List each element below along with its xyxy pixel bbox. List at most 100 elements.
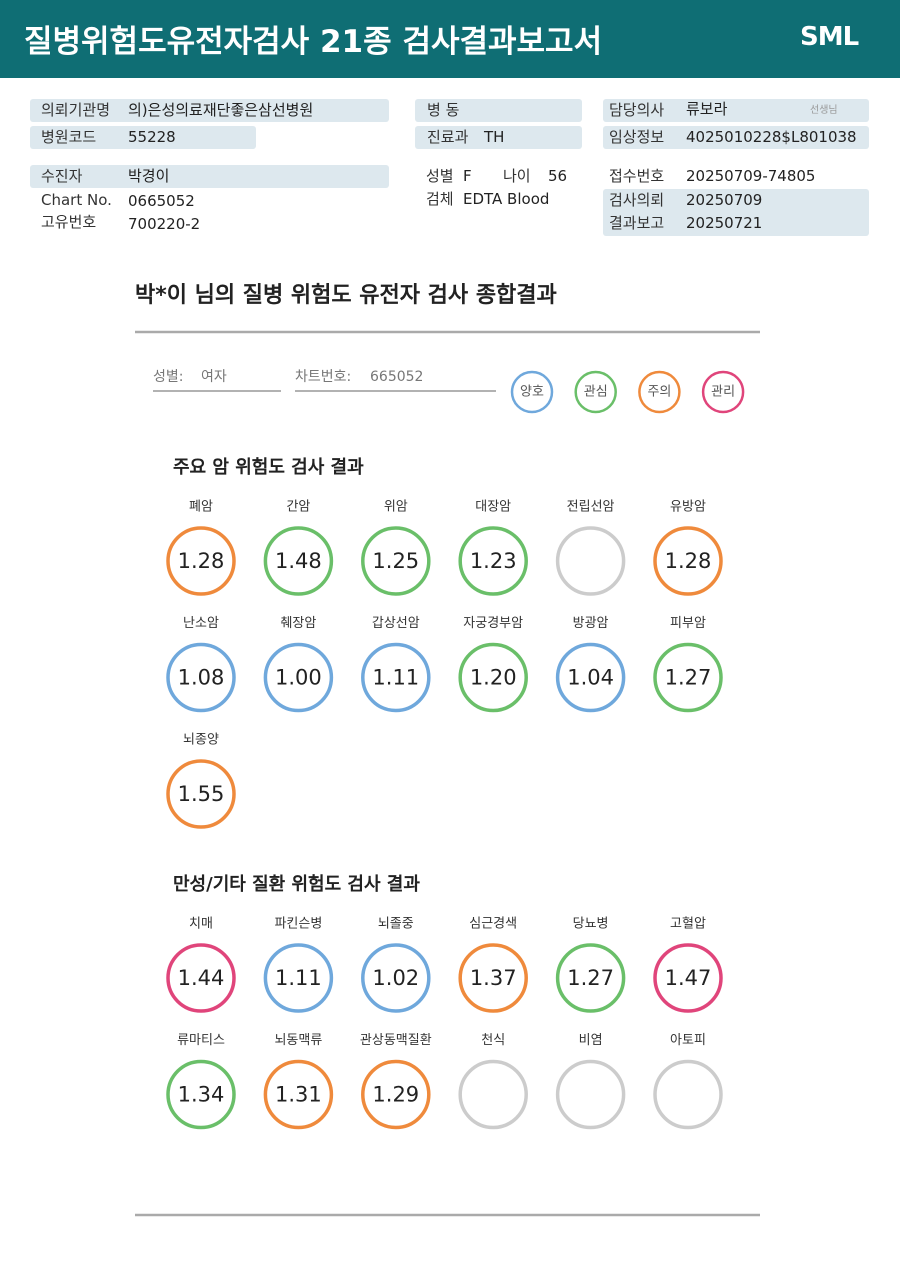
field-label: 성별: [426, 167, 454, 185]
item-name: 자궁경부암: [463, 616, 523, 631]
risk-value: 1.00: [275, 666, 322, 690]
field-value: 55228: [128, 128, 176, 146]
field-value: 박경이: [128, 167, 170, 185]
item-name: 아토피: [670, 1033, 706, 1048]
summary-label: 차트번호:: [295, 369, 351, 385]
risk-circle: [555, 1059, 626, 1130]
risk-circle: [166, 642, 236, 713]
field-bg: [30, 165, 389, 188]
logo: SML: [800, 22, 859, 52]
field-label: 임상정보: [609, 128, 665, 146]
risk-value: 1.25: [372, 549, 419, 573]
risk-value: 1.47: [665, 966, 712, 990]
risk-circle: [458, 1059, 528, 1130]
risk-circle: [263, 1059, 334, 1130]
risk-value: 1.55: [178, 782, 225, 806]
risk-value: 1.04: [567, 666, 614, 690]
legend-label: 주의: [647, 385, 671, 400]
risk-value: 1.28: [178, 549, 225, 573]
item-name: 난소암: [183, 616, 219, 631]
item-name: 피부암: [670, 616, 706, 631]
risk-circle: [653, 943, 723, 1013]
risk-value: 1.11: [275, 966, 322, 990]
field-bg: [30, 99, 389, 122]
field-value: 0665052: [128, 192, 195, 210]
risk-value: 1.27: [567, 966, 614, 990]
field-label: 나이: [503, 167, 531, 185]
field-value: F: [463, 167, 472, 185]
risk-circle: [653, 526, 723, 596]
legend-circle: [701, 370, 745, 414]
risk-value: 1.37: [470, 966, 517, 990]
header: 질병위험도유전자검사 21종 검사결과보고서 SML: [0, 0, 900, 78]
field-label: 병 동: [427, 101, 460, 119]
summary-value: 여자: [201, 369, 227, 385]
risk-circle: [166, 943, 236, 1013]
field-label: 고유번호: [41, 213, 97, 231]
legend-circle: [638, 370, 681, 414]
item-name: 대장암: [475, 500, 511, 515]
item-name: 전립선암: [567, 500, 615, 515]
field-value: 20250709: [686, 191, 763, 209]
field-value: TH: [484, 128, 505, 146]
section-title: 박*이 님의 질병 위험도 유전자 검사 종합결과: [135, 282, 557, 308]
field-label: 접수번호: [609, 167, 665, 185]
field-label: 담당의사: [609, 101, 665, 119]
item-name: 류마티스: [177, 1033, 225, 1048]
risk-circle: [458, 943, 528, 1013]
item-name: 천식: [481, 1033, 505, 1048]
risk-circle: [361, 526, 431, 596]
field-value: 20250721: [686, 214, 763, 232]
item-name: 당뇨병: [573, 917, 609, 932]
risk-circle: [458, 642, 528, 713]
risk-circle: [166, 526, 236, 596]
legend-circle: [510, 370, 554, 414]
field-label: 수진자: [41, 167, 83, 185]
risk-circle: [361, 642, 431, 713]
item-name: 심근경색: [469, 917, 517, 932]
risk-value: 1.02: [372, 966, 419, 990]
field-value: 4025010228$L801038: [686, 128, 857, 146]
item-name: 뇌졸중: [378, 917, 414, 932]
field-bg: [415, 126, 582, 149]
risk-circle: [653, 642, 723, 713]
risk-value: 1.11: [372, 666, 419, 690]
group-title: 주요 암 위험도 검사 결과: [173, 456, 364, 478]
item-name: 갑상선암: [372, 616, 420, 631]
risk-value: 1.23: [470, 549, 517, 573]
risk-value: 1.27: [665, 666, 712, 690]
risk-circle: [166, 759, 236, 829]
item-name: 고혈압: [670, 917, 706, 932]
summary-label: 성별:: [153, 369, 183, 385]
item-name: 폐암: [189, 500, 213, 515]
risk-circle: [166, 1059, 236, 1130]
risk-value: 1.44: [178, 966, 225, 990]
item-name: 췌장암: [280, 616, 316, 631]
field-value: 의)은성의료재단좋은삼선병원: [128, 101, 314, 119]
field-value: 류보라: [686, 100, 728, 118]
item-name: 관상동맥질환: [360, 1033, 432, 1048]
risk-value: 1.28: [665, 549, 712, 573]
risk-circle: [361, 1059, 431, 1130]
risk-circle: [458, 526, 528, 596]
risk-circle: [263, 642, 334, 713]
risk-circle: [555, 642, 626, 713]
risk-circle: [653, 1059, 723, 1130]
risk-value: 1.08: [178, 666, 225, 690]
risk-value: 1.31: [275, 1083, 322, 1107]
field-bg: [30, 126, 256, 149]
field-label: 검사의뢰: [609, 191, 665, 209]
item-name: 뇌동맥류: [274, 1033, 322, 1048]
risk-value: 1.29: [372, 1083, 419, 1107]
field-value: 700220-2: [128, 215, 201, 233]
risk-value: 1.34: [178, 1083, 225, 1107]
report-title: 질병위험도유전자검사 21종 검사결과보고서: [24, 24, 603, 60]
item-name: 파킨슨병: [274, 917, 322, 932]
field-label: 검체: [426, 190, 454, 208]
legend-circle: [574, 370, 617, 414]
group-title: 만성/기타 질환 위험도 검사 결과: [173, 873, 420, 895]
field-value: 20250709-74805: [686, 167, 816, 185]
field-bg: [603, 99, 869, 122]
